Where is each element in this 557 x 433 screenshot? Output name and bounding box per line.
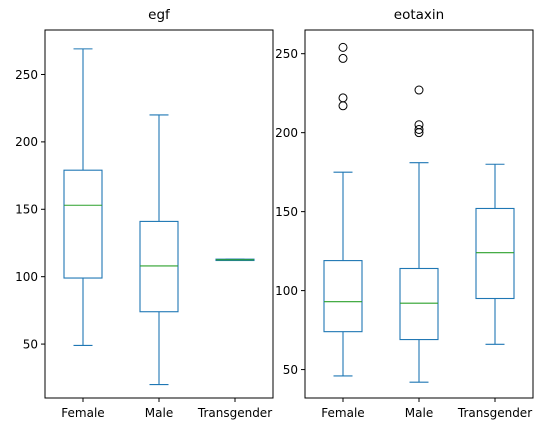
eotaxin-transgender-box [475,207,515,300]
egf-title: egf [148,7,171,23]
eotaxin-ytick-label: 150 [275,205,298,219]
egf-xtick-label: Transgender [197,406,272,420]
eotaxin-ytick-label: 200 [275,126,298,140]
egf-male-box [139,220,179,313]
egf-ytick-label: 100 [15,270,38,284]
eotaxin-female-box [323,260,363,333]
eotaxin-ytick-label: 250 [275,47,298,61]
eotaxin-title: eotaxin [394,7,444,23]
eotaxin-male-outlier-point [414,85,424,95]
eotaxin-male-outlier-point [414,120,424,130]
eotaxin-male-box [399,267,439,341]
egf-ytick-label: 150 [15,203,38,217]
egf-ytick-label: 250 [15,68,38,82]
eotaxin-xtick-label: Transgender [457,406,532,420]
egf-ytick-label: 200 [15,135,38,149]
eotaxin-female-outlier-point [338,53,348,63]
eotaxin-female-outlier-point [338,93,348,103]
eotaxin-ytick-label: 100 [275,284,298,298]
egf-female-box [63,169,103,279]
eotaxin-male-outlier-point [414,125,424,135]
eotaxin-female-outlier-point [338,101,348,111]
egf-subplot: egf 50 100 150 200 250 Female Male Transgender [15,7,274,420]
eotaxin-xtick-label: Female [321,406,364,420]
egf-ytick-label: 50 [23,337,38,351]
eotaxin-subplot: eotaxin 50 100 150 200 250 Female Male Transge… [275,7,534,420]
eotaxin-xtick-label: Male [405,406,433,420]
eotaxin-ytick-label: 50 [283,363,298,377]
egf-xtick-label: Female [61,406,104,420]
eotaxin-female-outlier-point [338,42,348,52]
egf-xtick-label: Male [145,406,173,420]
